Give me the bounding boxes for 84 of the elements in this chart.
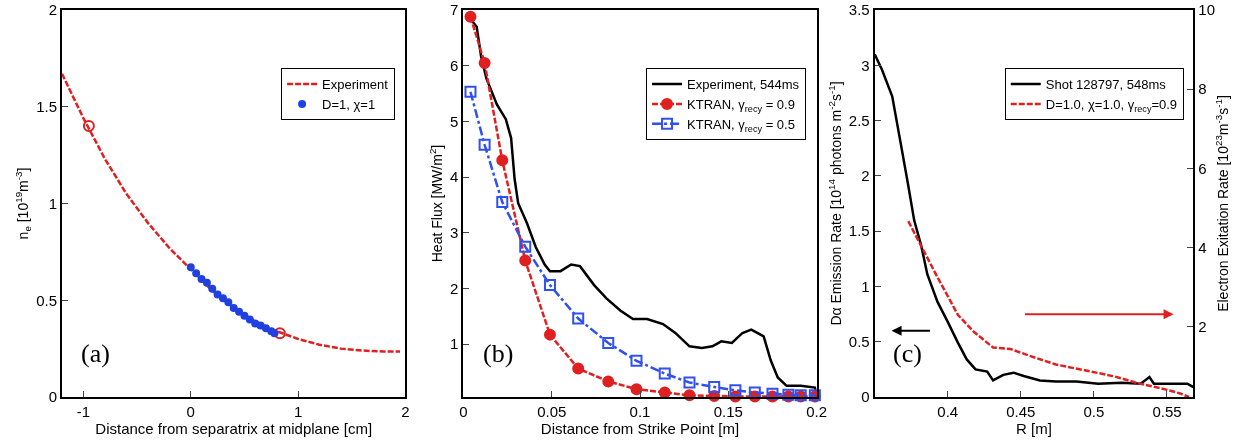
point	[197, 274, 206, 283]
x-tick-label: 1	[293, 403, 303, 420]
point	[519, 254, 532, 267]
point	[683, 376, 696, 389]
x-tick-label: 0.05	[537, 403, 567, 420]
point	[208, 284, 217, 293]
y-tick-label: 1.5	[36, 98, 58, 115]
point	[630, 354, 643, 367]
y-tick-label: 4	[450, 168, 459, 186]
x-axis-title: R [m]	[1016, 420, 1052, 437]
point	[496, 154, 509, 167]
x-tick-label: 2	[401, 403, 410, 420]
point	[543, 279, 556, 292]
y2-tick-label: 8	[1198, 80, 1207, 98]
y-tick-label: 0.5	[848, 332, 870, 350]
y-tick-label: 1.5	[848, 222, 870, 240]
x-tick-label: 0.2	[806, 403, 828, 420]
point	[240, 311, 249, 320]
y-tick-label: 3	[861, 56, 870, 74]
y-tick-label: 0	[48, 388, 58, 406]
y-tick-label: 1	[450, 335, 459, 353]
x-tick-label: 0.4	[937, 403, 959, 420]
point	[213, 290, 222, 299]
x-tick-label: 0.1	[629, 403, 651, 420]
legend-label: Experiment	[322, 77, 389, 93]
y-tick-label: 2	[861, 167, 870, 185]
point	[478, 138, 491, 151]
x-axis-title: Distance from Strike Point [m]	[540, 420, 740, 437]
x-tick-label: 0.45	[1006, 403, 1036, 420]
point	[708, 380, 721, 393]
point	[572, 362, 585, 375]
y2-tick-label: 2	[1198, 318, 1207, 336]
point	[261, 324, 270, 333]
point	[464, 85, 477, 98]
point	[602, 375, 615, 388]
y-tick-label: 0	[861, 388, 870, 406]
x-tick-label: 0.15	[713, 403, 743, 420]
point	[245, 315, 254, 324]
point	[519, 240, 532, 253]
legend-label: D=1.0, χ=1.0, γ$_{recy}$=0.9	[1045, 96, 1178, 114]
point	[82, 120, 95, 133]
x-tick-label: 0.5	[1083, 403, 1105, 420]
legend-label: Experiment, 544ms	[687, 77, 800, 93]
y2-tick-label: 4	[1198, 238, 1207, 256]
point	[602, 336, 615, 349]
y-tick-label: 5	[450, 112, 459, 130]
y-tick-label: 0.5	[36, 291, 58, 309]
y-tick-label: 6	[450, 56, 459, 74]
annotation: (a)	[81, 339, 110, 368]
y-tick-label: 7	[450, 1, 459, 19]
y-tick-label: 3.5	[848, 1, 870, 19]
point	[192, 269, 201, 278]
annotation: (c)	[893, 339, 922, 368]
y-tick-label: 3	[450, 223, 459, 241]
x-axis-title: Distance from separatrix at midplane [cm]	[95, 420, 373, 437]
point	[543, 328, 556, 341]
legend-label: KTRAN, γ$_{recy}$ = 0.9	[687, 96, 795, 114]
point	[186, 263, 195, 272]
x-tick-label: -1	[76, 403, 91, 420]
point	[478, 56, 491, 69]
point	[630, 383, 643, 396]
y-tick-label: 2.5	[848, 111, 870, 129]
y-tick-label: 2	[48, 1, 58, 19]
y2-tick-label: 10	[1198, 1, 1215, 19]
point	[224, 298, 233, 307]
point	[202, 278, 211, 287]
point	[658, 367, 671, 380]
legend-label: Shot 128797, 548ms	[1045, 77, 1167, 93]
legend-label: D=1, χ=1	[322, 96, 376, 112]
point	[218, 294, 227, 303]
point	[235, 307, 244, 316]
point	[496, 196, 509, 209]
y2-tick-label: 6	[1198, 159, 1207, 177]
annotation: (b)	[483, 339, 514, 368]
y-tick-label: 2	[450, 279, 459, 297]
x-tick-label: 0	[186, 403, 195, 420]
legend-label: KTRAN, γ$_{recy}$ = 0.5	[687, 116, 795, 134]
y-tick-label: 1	[48, 194, 58, 212]
point	[229, 303, 238, 312]
y-tick-label: 1	[861, 277, 870, 295]
point	[572, 312, 585, 325]
point	[464, 10, 477, 23]
x-tick-label: 0.55	[1152, 403, 1182, 420]
point	[729, 384, 742, 397]
